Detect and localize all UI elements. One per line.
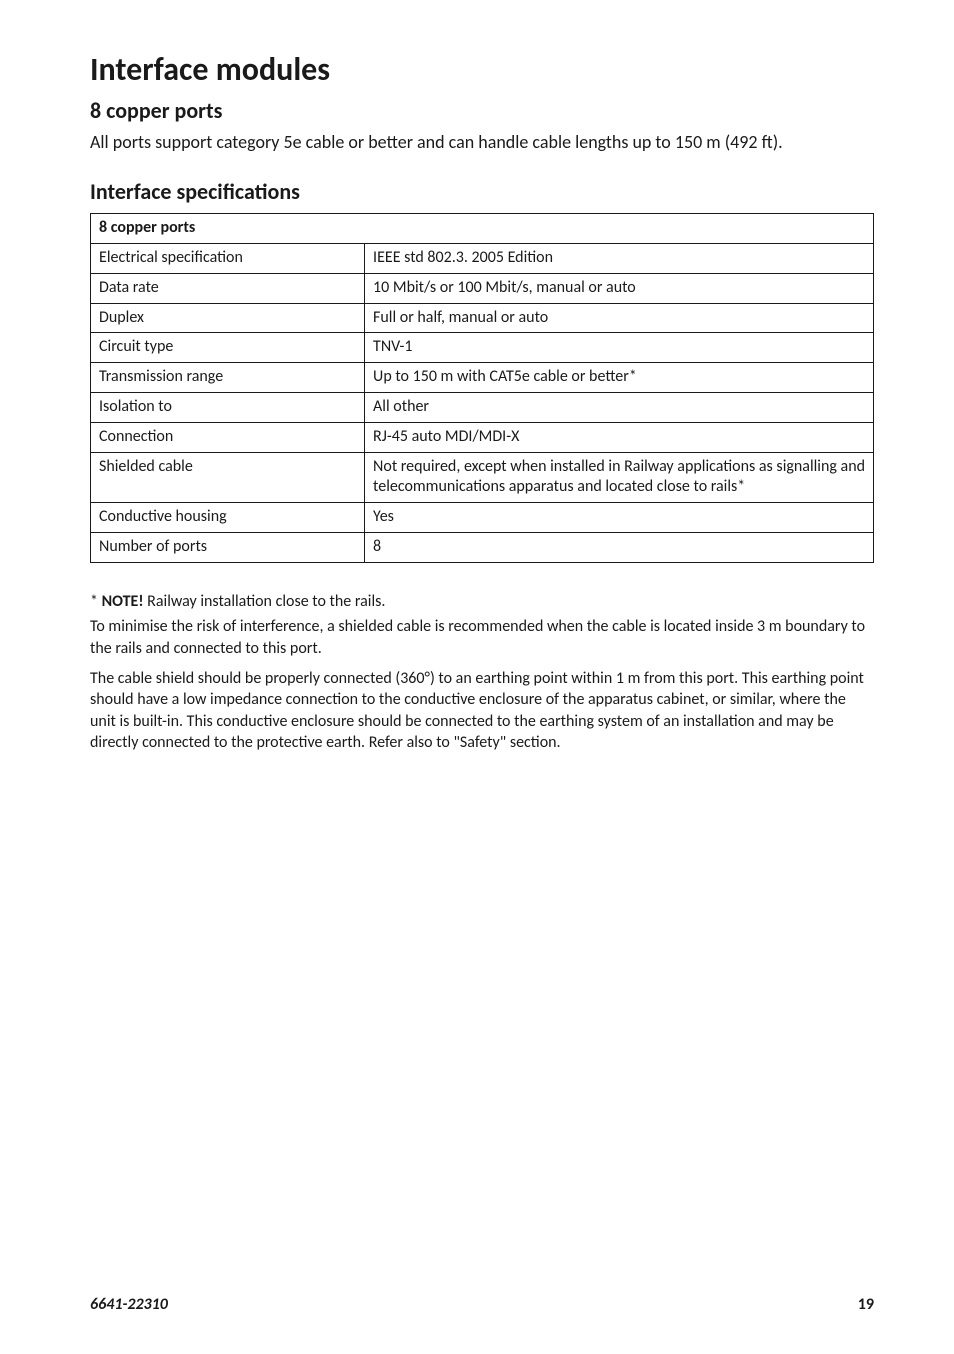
table-row: Electrical specification IEEE std 802.3.… [91, 244, 874, 274]
note-para-2: The cable shield should be properly conn… [90, 668, 874, 754]
table-cell-value: Up to 150 m with CAT5e cable or better* [365, 363, 874, 393]
table-row: Isolation to All other [91, 393, 874, 423]
table-cell-label: Duplex [91, 303, 365, 333]
table-cell-label: Shielded cable [91, 452, 365, 503]
note-tail: Railway installation close to the rails. [144, 592, 386, 611]
table-row: Conductive housing Yes [91, 503, 874, 533]
note-para-1: To minimise the risk of interference, a … [90, 616, 874, 659]
spec-title: Interface specifications [90, 178, 874, 205]
table-row: Transmission range Up to 150 m with CAT5… [91, 363, 874, 393]
table-row: Duplex Full or half, manual or auto [91, 303, 874, 333]
spec-table: 8 copper ports Electrical specification … [90, 213, 874, 563]
table-cell-label: Circuit type [91, 333, 365, 363]
note-bold: NOTE! [102, 592, 144, 611]
table-header-cell: 8 copper ports [91, 214, 874, 244]
table-cell-value: Full or half, manual or auto [365, 303, 874, 333]
table-cell-label: Transmission range [91, 363, 365, 393]
table-cell-label: Isolation to [91, 393, 365, 423]
section-subtitle: 8 copper ports [90, 97, 874, 124]
table-cell-value: 8 [365, 533, 874, 563]
note-prefix: * [90, 592, 102, 611]
table-cell-value: 10 Mbit/s or 100 Mbit/s, manual or auto [365, 273, 874, 303]
footer-page-number: 19 [858, 1295, 874, 1314]
table-row: Circuit type TNV-1 [91, 333, 874, 363]
page-footer: 6641-22310 19 [90, 1295, 874, 1314]
footer-doc-id: 6641-22310 [90, 1295, 168, 1314]
table-row: Data rate 10 Mbit/s or 100 Mbit/s, manua… [91, 273, 874, 303]
table-cell-label: Electrical specification [91, 244, 365, 274]
page-title: Interface modules [90, 50, 874, 89]
table-cell-value: IEEE std 802.3. 2005 Edition [365, 244, 874, 274]
note-heading: * NOTE! Railway installation close to th… [90, 591, 874, 613]
table-cell-label: Connection [91, 422, 365, 452]
table-row: Number of ports 8 [91, 533, 874, 563]
table-row: Shielded cable Not required, except when… [91, 452, 874, 503]
table-header-row: 8 copper ports [91, 214, 874, 244]
intro-paragraph: All ports support category 5e cable or b… [90, 130, 874, 154]
table-cell-label: Conductive housing [91, 503, 365, 533]
table-row: Connection RJ-45 auto MDI/MDI-X [91, 422, 874, 452]
table-cell-label: Data rate [91, 273, 365, 303]
table-cell-value: TNV-1 [365, 333, 874, 363]
table-cell-label: Number of ports [91, 533, 365, 563]
table-cell-value: Not required, except when installed in R… [365, 452, 874, 503]
table-cell-value: All other [365, 393, 874, 423]
table-cell-value: Yes [365, 503, 874, 533]
table-cell-value: RJ-45 auto MDI/MDI-X [365, 422, 874, 452]
